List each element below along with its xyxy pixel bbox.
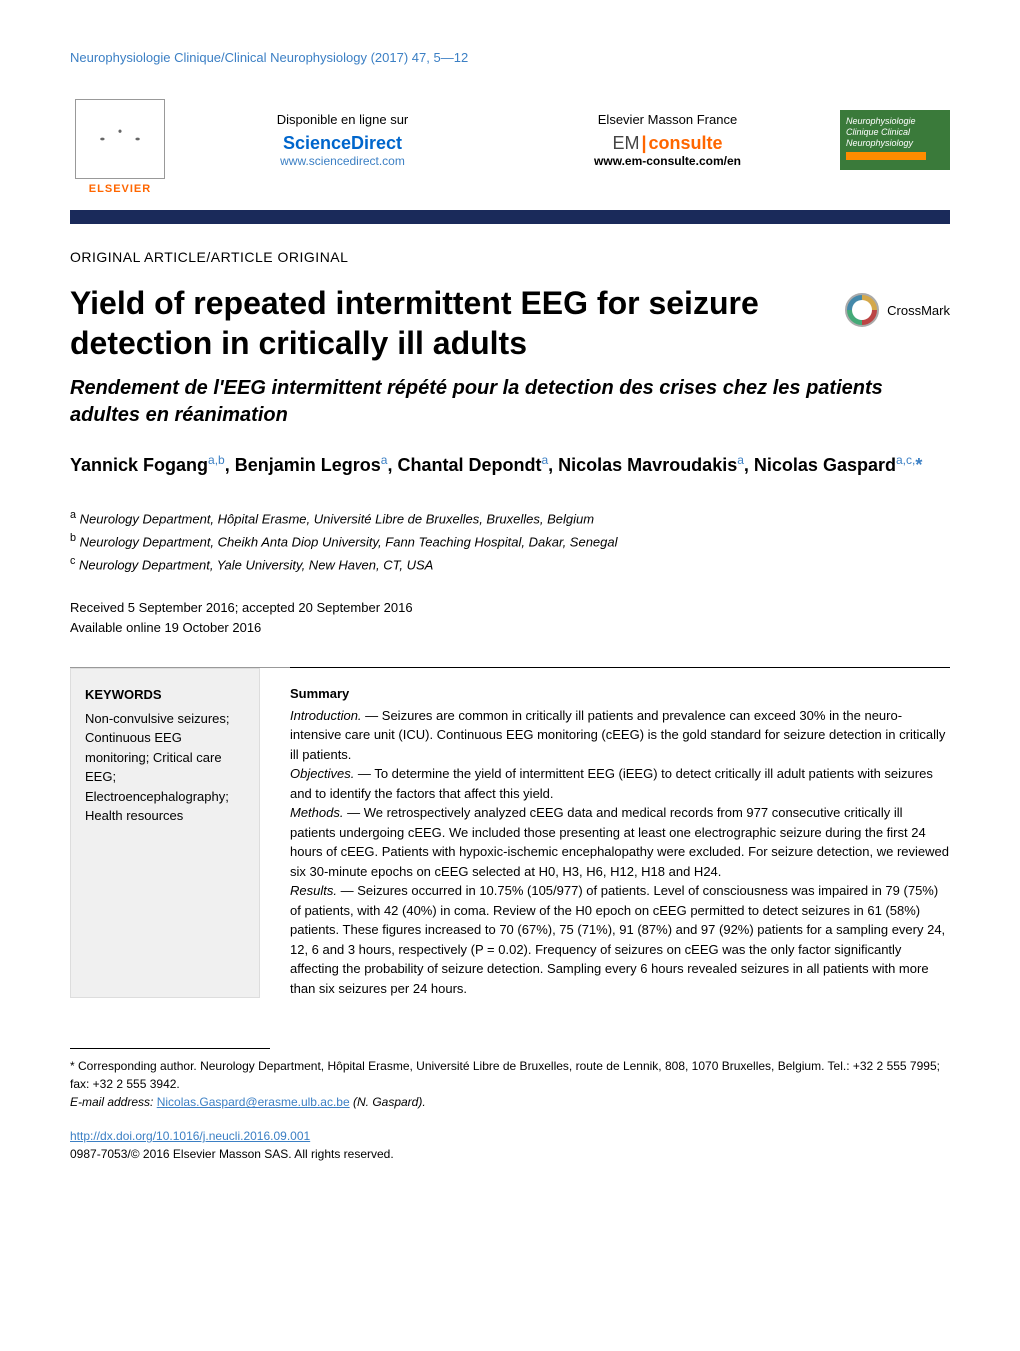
sciencedirect-block: Disponible en ligne sur ScienceDirect ww… (190, 112, 495, 168)
intro-label: Introduction. — (290, 708, 378, 723)
summary-methods: Methods. — We retrospectively analyzed c… (290, 803, 950, 881)
crossmark-button[interactable]: CrossMark (845, 293, 950, 327)
journal-cover-badge[interactable]: Neurophysiologie Clinique Clinical Neuro… (840, 110, 950, 170)
sciencedirect-logo[interactable]: ScienceDirect (190, 133, 495, 154)
crossmark-label: CrossMark (887, 303, 950, 318)
doi-link[interactable]: http://dx.doi.org/10.1016/j.neucli.2016.… (70, 1129, 310, 1143)
available-date: Available online 19 October 2016 (70, 618, 950, 638)
email-who: (N. Gaspard). (353, 1095, 426, 1109)
emconsulte-logo[interactable]: EM|consulte (515, 133, 820, 154)
summary-box: Summary Introduction. — Seizures are com… (290, 667, 950, 998)
keywords-box: KEYWORDS Non-convulsive seizures; Contin… (70, 668, 260, 998)
article-dates: Received 5 September 2016; accepted 20 S… (70, 598, 950, 637)
article-subtitle: Rendement de l'EEG intermittent répété p… (70, 375, 950, 429)
consulte-text: consulte (649, 133, 723, 153)
res-text: Seizures occurred in 10.75% (105/977) of… (290, 883, 945, 996)
intro-text: Seizures are common in critically ill pa… (290, 708, 945, 762)
emconsulte-url[interactable]: www.em-consulte.com/en (515, 154, 820, 168)
summary-intro: Introduction. — Seizures are common in c… (290, 706, 950, 765)
summary-heading: Summary (290, 684, 950, 704)
keywords-text: Non-convulsive seizures; Continuous EEG … (85, 709, 245, 826)
authors-list: Yannick Foganga,b, Benjamin Legrosa, Cha… (70, 451, 950, 479)
article-type: ORIGINAL ARTICLE/ARTICLE ORIGINAL (70, 249, 950, 265)
meth-label: Methods. — (290, 805, 360, 820)
obj-label: Objectives. — (290, 766, 371, 781)
article-title: Yield of repeated intermittent EEG for s… (70, 283, 790, 363)
crossmark-icon (845, 293, 879, 327)
journal-reference[interactable]: Neurophysiologie Clinique/Clinical Neuro… (70, 50, 950, 65)
badge-text: Neurophysiologie Clinique Clinical Neuro… (846, 116, 916, 148)
navy-divider (70, 210, 950, 224)
meth-text: We retrospectively analyzed cEEG data an… (290, 805, 949, 879)
doi-block: http://dx.doi.org/10.1016/j.neucli.2016.… (70, 1127, 950, 1163)
sciencedirect-url[interactable]: www.sciencedirect.com (190, 154, 495, 168)
elsevier-label: ELSEVIER (89, 183, 151, 195)
email-label: E-mail address: (70, 1095, 153, 1109)
copyright-text: 0987-7053/© 2016 Elsevier Masson SAS. Al… (70, 1147, 394, 1161)
header-row: ELSEVIER Disponible en ligne sur Science… (70, 85, 950, 195)
res-label: Results. — (290, 883, 354, 898)
keywords-heading: KEYWORDS (85, 685, 245, 705)
corresponding-author: * Corresponding author. Neurology Depart… (70, 1057, 950, 1093)
badge-orange-tab-icon (846, 152, 926, 160)
elsevier-logo[interactable]: ELSEVIER (70, 85, 170, 195)
summary-objectives: Objectives. — To determine the yield of … (290, 764, 950, 803)
elsevier-tree-icon (75, 99, 165, 179)
pipe-icon: | (641, 133, 646, 153)
abstract-row: KEYWORDS Non-convulsive seizures; Contin… (70, 667, 950, 998)
publisher-name: Elsevier Masson France (515, 112, 820, 127)
summary-results: Results. — Seizures occurred in 10.75% (… (290, 881, 950, 998)
publisher-block: Elsevier Masson France EM|consulte www.e… (515, 112, 820, 168)
footer-separator (70, 1048, 270, 1049)
title-row: Yield of repeated intermittent EEG for s… (70, 283, 950, 363)
affiliations: a Neurology Department, Hôpital Erasme, … (70, 507, 950, 576)
email-line: E-mail address: Nicolas.Gaspard@erasme.u… (70, 1095, 950, 1109)
disponible-label: Disponible en ligne sur (190, 112, 495, 127)
obj-text: To determine the yield of intermittent E… (290, 766, 933, 801)
email-link[interactable]: Nicolas.Gaspard@erasme.ulb.ac.be (157, 1095, 350, 1109)
received-date: Received 5 September 2016; accepted 20 S… (70, 598, 950, 618)
em-text: EM (612, 133, 639, 153)
